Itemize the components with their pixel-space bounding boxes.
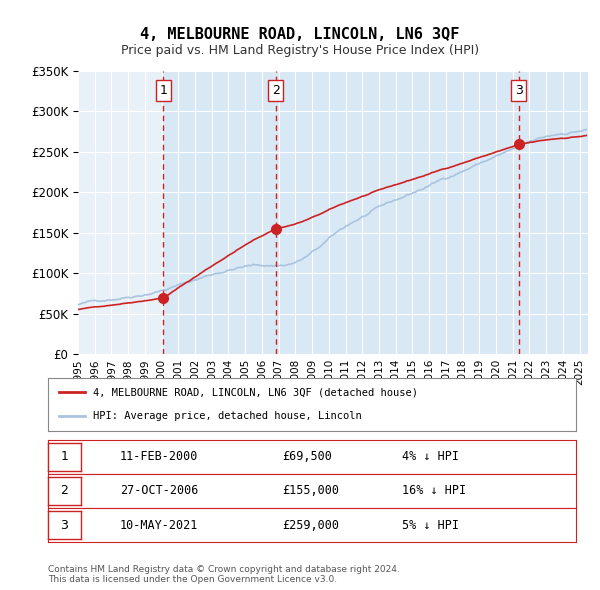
Text: 4% ↓ HPI: 4% ↓ HPI [402, 450, 459, 463]
Text: 3: 3 [61, 519, 68, 532]
Text: 27-OCT-2006: 27-OCT-2006 [120, 484, 199, 497]
Text: 1: 1 [61, 450, 68, 463]
Text: 16% ↓ HPI: 16% ↓ HPI [402, 484, 466, 497]
Text: £69,500: £69,500 [282, 450, 332, 463]
Text: 2: 2 [61, 484, 68, 497]
Text: 1: 1 [160, 84, 167, 97]
Bar [163, 71, 275, 354]
Text: 4, MELBOURNE ROAD, LINCOLN, LN6 3QF: 4, MELBOURNE ROAD, LINCOLN, LN6 3QF [140, 27, 460, 41]
Bar [275, 71, 519, 354]
Text: 10-MAY-2021: 10-MAY-2021 [120, 519, 199, 532]
Text: HPI: Average price, detached house, Lincoln: HPI: Average price, detached house, Linc… [93, 411, 362, 421]
Text: £155,000: £155,000 [282, 484, 339, 497]
Text: 11-FEB-2000: 11-FEB-2000 [120, 450, 199, 463]
Text: Price paid vs. HM Land Registry's House Price Index (HPI): Price paid vs. HM Land Registry's House … [121, 44, 479, 57]
Text: 5% ↓ HPI: 5% ↓ HPI [402, 519, 459, 532]
Text: Contains HM Land Registry data © Crown copyright and database right 2024.
This d: Contains HM Land Registry data © Crown c… [48, 565, 400, 584]
Text: £259,000: £259,000 [282, 519, 339, 532]
Bar [519, 71, 588, 354]
Text: 2: 2 [272, 84, 280, 97]
Bar [78, 71, 163, 354]
Text: 4, MELBOURNE ROAD, LINCOLN, LN6 3QF (detached house): 4, MELBOURNE ROAD, LINCOLN, LN6 3QF (det… [93, 388, 418, 398]
Text: 3: 3 [515, 84, 523, 97]
